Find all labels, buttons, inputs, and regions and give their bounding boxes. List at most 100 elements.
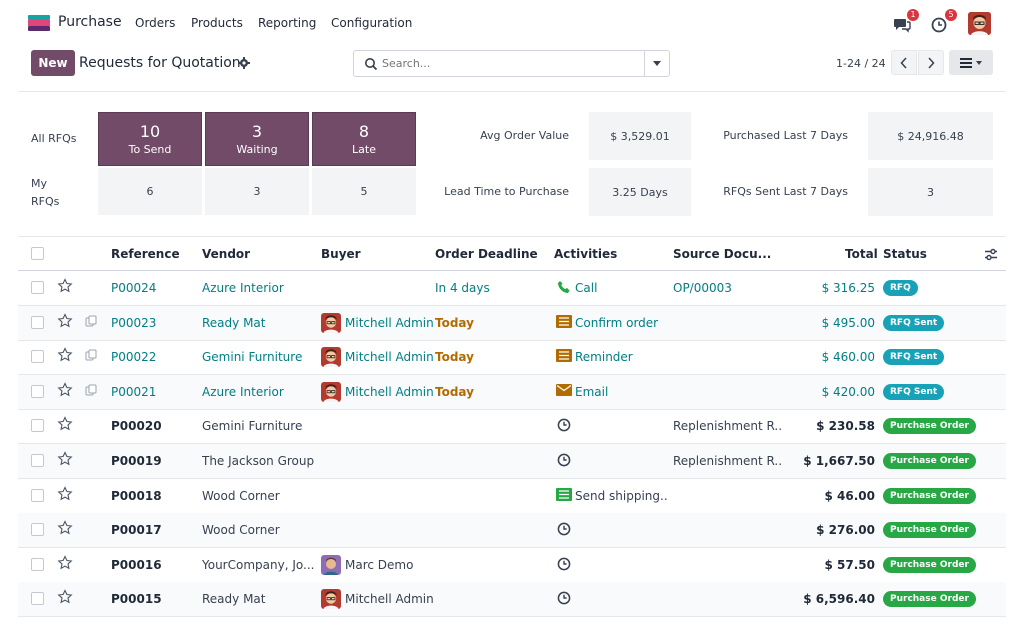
row-checkbox[interactable] bbox=[31, 281, 44, 294]
row-reference[interactable]: P00023 bbox=[111, 315, 157, 330]
row-reference[interactable]: P00020 bbox=[111, 419, 162, 434]
activities-button[interactable]: 5 bbox=[930, 9, 957, 35]
row-total: $ 1,667.50 bbox=[803, 454, 875, 468]
row-reference[interactable]: P00018 bbox=[111, 488, 162, 503]
row-checkbox[interactable] bbox=[31, 384, 44, 398]
row-reference[interactable]: P00016 bbox=[111, 557, 162, 572]
table-row[interactable]: P00022 Gemini Furniture Mitchell Admin Toda… bbox=[18, 340, 1006, 376]
tile-to-send[interactable]: 10 To Send bbox=[98, 112, 202, 166]
col-reference[interactable]: Reference bbox=[111, 247, 180, 261]
caret-down-icon bbox=[653, 61, 661, 66]
table-row[interactable]: P00021 Azure Interior Mitchell Admin Today E… bbox=[18, 374, 1006, 410]
row-checkbox[interactable] bbox=[31, 557, 44, 571]
star-icon[interactable] bbox=[57, 520, 73, 536]
menu-reporting[interactable]: Reporting bbox=[258, 16, 317, 30]
row-reference[interactable]: P00022 bbox=[111, 350, 157, 365]
col-activities[interactable]: Activities bbox=[554, 247, 618, 261]
row-vendor[interactable]: Gemini Furniture bbox=[202, 350, 303, 365]
list-icon[interactable] bbox=[556, 314, 572, 329]
pager-previous-button[interactable] bbox=[891, 50, 917, 75]
select-all-checkbox[interactable] bbox=[31, 247, 44, 260]
pager-value[interactable]: 1-24 / 24 bbox=[836, 57, 886, 70]
row-activity[interactable]: Send shipping... bbox=[575, 488, 667, 503]
row-vendor[interactable]: Ready Mat bbox=[202, 315, 266, 330]
envelope-icon[interactable] bbox=[556, 383, 572, 398]
row-vendor: YourCompany, Jo... bbox=[202, 557, 314, 572]
row-vendor[interactable]: Azure Interior bbox=[202, 281, 284, 295]
row-checkbox[interactable] bbox=[31, 454, 44, 467]
col-order-deadline[interactable]: Order Deadline bbox=[435, 247, 538, 261]
star-icon[interactable] bbox=[57, 416, 73, 432]
pager-next-button[interactable] bbox=[918, 50, 944, 75]
table-row[interactable]: P00016 YourCompany, Jo... Marc Demo $ 57.50… bbox=[18, 548, 1006, 583]
col-total[interactable]: Total bbox=[845, 247, 878, 261]
search-options-toggle[interactable] bbox=[644, 51, 669, 76]
clock-icon[interactable] bbox=[557, 557, 572, 571]
row-checkbox[interactable] bbox=[31, 523, 44, 537]
star-icon[interactable] bbox=[57, 278, 73, 294]
table-row[interactable]: P00023 Ready Mat Mitchell Admin Today Confir… bbox=[18, 305, 1006, 341]
clock-icon[interactable] bbox=[557, 453, 572, 467]
search-input[interactable] bbox=[382, 54, 642, 73]
table-row[interactable]: P00017 Wood Corner $ 276.00 Purchase Order bbox=[18, 513, 1006, 549]
clock-icon[interactable] bbox=[557, 522, 572, 536]
menu-products[interactable]: Products bbox=[191, 16, 243, 30]
col-vendor[interactable]: Vendor bbox=[202, 247, 251, 261]
menu-orders[interactable]: Orders bbox=[135, 16, 176, 30]
row-checkbox[interactable] bbox=[31, 315, 44, 329]
table-row[interactable]: P00019 The Jackson Group Replenishment R..… bbox=[18, 444, 1006, 479]
my-late-tile[interactable]: 5 bbox=[312, 168, 416, 215]
row-activity[interactable]: Reminder bbox=[575, 350, 633, 365]
row-reference[interactable]: P00021 bbox=[111, 384, 157, 399]
all-rfqs-label: All RFQs bbox=[31, 132, 77, 145]
my-to-send-tile[interactable]: 6 bbox=[98, 168, 202, 215]
star-icon[interactable] bbox=[57, 312, 73, 329]
row-checkbox[interactable] bbox=[31, 592, 44, 606]
app-name[interactable]: Purchase bbox=[58, 14, 122, 30]
star-icon[interactable] bbox=[57, 347, 73, 363]
row-reference[interactable]: P00019 bbox=[111, 454, 162, 468]
gear-icon[interactable] bbox=[238, 57, 250, 69]
row-checkbox[interactable] bbox=[31, 419, 44, 433]
table-row[interactable]: P00018 Wood Corner Send shipping... $ 46.00… bbox=[18, 479, 1006, 514]
row-checkbox[interactable] bbox=[31, 350, 44, 364]
row-buyer: Mitchell Admin bbox=[345, 592, 433, 607]
col-status[interactable]: Status bbox=[883, 247, 927, 261]
table-row[interactable]: P00024 Azure Interior In 4 days Call OP/0000… bbox=[18, 271, 1006, 306]
row-checkbox[interactable] bbox=[31, 488, 44, 502]
clock-icon[interactable] bbox=[557, 591, 572, 605]
my-waiting-tile[interactable]: 3 bbox=[205, 168, 309, 215]
row-activity[interactable]: Call bbox=[575, 281, 598, 295]
phone-icon[interactable] bbox=[557, 280, 572, 294]
star-icon[interactable] bbox=[57, 485, 73, 502]
row-activity[interactable]: Confirm order bbox=[575, 315, 659, 330]
tile-waiting[interactable]: 3 Waiting bbox=[205, 112, 309, 166]
new-button[interactable]: New bbox=[31, 50, 75, 76]
purchase-app-icon[interactable] bbox=[28, 15, 50, 31]
col-buyer[interactable]: Buyer bbox=[321, 247, 361, 261]
list-view-switcher[interactable] bbox=[949, 50, 993, 75]
star-icon[interactable] bbox=[57, 382, 73, 398]
star-icon[interactable] bbox=[57, 451, 73, 467]
list-icon[interactable] bbox=[556, 349, 572, 363]
row-reference[interactable]: P00015 bbox=[111, 592, 162, 607]
star-icon[interactable] bbox=[57, 589, 73, 605]
tile-late[interactable]: 8 Late bbox=[312, 112, 416, 166]
col-source-document[interactable]: Source Docu... bbox=[673, 247, 772, 261]
row-reference[interactable]: P00017 bbox=[111, 523, 162, 538]
menu-configuration[interactable]: Configuration bbox=[331, 16, 413, 30]
search-icon bbox=[365, 58, 378, 71]
row-vendor[interactable]: Azure Interior bbox=[202, 384, 284, 399]
row-activity[interactable]: Email bbox=[575, 384, 609, 399]
clock-icon[interactable] bbox=[557, 418, 572, 432]
chevron-right-icon bbox=[928, 56, 935, 69]
row-reference[interactable]: P00024 bbox=[111, 281, 157, 295]
star-icon[interactable] bbox=[57, 555, 73, 571]
optional-columns-icon[interactable] bbox=[984, 248, 998, 261]
messages-button[interactable]: 1 bbox=[892, 9, 919, 35]
list-green-icon[interactable] bbox=[556, 487, 572, 502]
row-total: $ 57.50 bbox=[824, 557, 875, 572]
table-row[interactable]: P00015 Ready Mat Mitchell Admin $ 6,596.40 P… bbox=[18, 582, 1006, 618]
table-row[interactable]: P00020 Gemini Furniture Replenishment R...… bbox=[18, 409, 1006, 445]
user-avatar[interactable] bbox=[968, 12, 991, 35]
